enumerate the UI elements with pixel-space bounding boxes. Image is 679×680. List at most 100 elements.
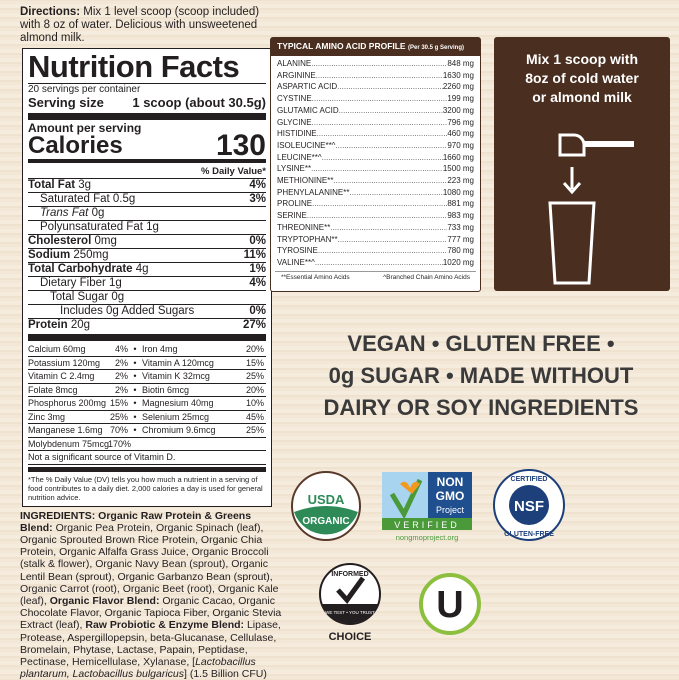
separator xyxy=(128,438,142,451)
amino-name: VALINE**^ xyxy=(277,257,315,269)
vitamin-dv: 2% xyxy=(108,384,128,397)
vitamin-dv: 25% xyxy=(240,370,264,383)
separator: • xyxy=(128,384,142,397)
vitamin-name: Vitamin C 2.4mg xyxy=(28,370,108,383)
nutrient-name: Polyunsaturated Fat 1g xyxy=(40,221,159,234)
nutrient-amount: 0g xyxy=(92,207,105,219)
leader-dots: ........................................… xyxy=(349,187,442,199)
scoop-glass-icon xyxy=(494,117,670,287)
leader-dots: ........................................… xyxy=(335,140,447,152)
amino-value: 1630 mg xyxy=(443,70,474,82)
amino-name: GLYCINE xyxy=(277,117,312,129)
leader-dots: ........................................… xyxy=(339,105,443,117)
leader-dots: ........................................… xyxy=(312,198,447,210)
vitamin-dv: 2% xyxy=(108,357,128,370)
svg-text:VERIFIED: VERIFIED xyxy=(394,520,460,530)
nutrient-label: Total Carbohydrate xyxy=(28,263,133,275)
footnote: *The % Daily Value (DV) tells you how mu… xyxy=(28,475,266,502)
amino-value: 1500 mg xyxy=(443,163,474,175)
nutrient-row: Total Sugar 0g xyxy=(28,291,266,305)
svg-text:INFORMED: INFORMED xyxy=(331,571,368,578)
leader-dots: ........................................… xyxy=(311,58,447,70)
directions: Directions: Mix 1 level scoop (scoop inc… xyxy=(20,6,282,45)
amino-row: CYSTINE.................................… xyxy=(271,93,480,105)
vitamin-dv: 20% xyxy=(240,343,264,356)
nutrient-label: Dietary Fiber xyxy=(40,277,106,289)
leader-dots: ........................................… xyxy=(317,128,448,140)
amino-value: 1080 mg xyxy=(443,187,474,199)
amino-row: TYROSINE................................… xyxy=(271,245,480,257)
amino-name: ISOLEUCINE**^ xyxy=(277,140,335,152)
leader-dots: ........................................… xyxy=(330,222,447,234)
vitamin-dv: 15% xyxy=(108,397,128,410)
nutrient-dv: 0% xyxy=(249,235,266,248)
vitamin-dv: 170% xyxy=(108,438,128,451)
amino-value: 2260 mg xyxy=(443,81,474,93)
amino-value: 881 mg xyxy=(447,198,474,210)
amino-notes: **Essential Amino Acids^Branched Chain A… xyxy=(275,271,476,283)
amino-row: THREONINE**.............................… xyxy=(271,222,480,234)
amino-value: 223 mg xyxy=(447,175,474,187)
servings-per-container: 20 servings per container xyxy=(28,84,266,95)
nutrient-row: Trans Fat 0g xyxy=(28,207,266,221)
dv-header: % Daily Value* xyxy=(28,165,266,179)
vitamin-name: Vitamin K 32mcg xyxy=(142,370,240,383)
amino-value: 848 mg xyxy=(447,58,474,70)
separator: • xyxy=(128,357,142,370)
vitamin-name: Iron 4mg xyxy=(142,343,240,356)
nutrient-label: Trans Fat xyxy=(40,207,88,219)
svg-text:nongmoproject.org: nongmoproject.org xyxy=(396,533,459,542)
amino-row: HISTIDINE...............................… xyxy=(271,128,480,140)
amino-name: SERINE xyxy=(277,210,307,222)
svg-text:Project: Project xyxy=(436,505,465,515)
vitamin-name: Molybdenum 75mcg xyxy=(28,438,108,451)
nutrient-name: Total Sugar 0g xyxy=(50,291,124,304)
nsf-gluten-free-logo: NSF CERTIFIED GLUTEN-FREE xyxy=(492,468,566,542)
divider xyxy=(28,334,266,341)
nutrient-amount: 20g xyxy=(71,319,90,331)
usda-organic-logo: USDA ORGANIC xyxy=(290,470,362,542)
amino-name: PHENYLALANINE** xyxy=(277,187,349,199)
nutrient-name: Protein 20g xyxy=(28,319,90,332)
nutrient-dv: 4% xyxy=(249,179,266,192)
vitamin-name: Calcium 60mg xyxy=(28,343,108,356)
amino-name: TRYPTOPHAN** xyxy=(277,234,338,246)
amino-row: GLYCINE.................................… xyxy=(271,117,480,129)
divider xyxy=(28,467,266,472)
amino-acid-profile: TYPICAL AMINO ACID PROFILE (Per 30.5 g S… xyxy=(270,37,481,292)
leader-dots: ........................................… xyxy=(315,257,443,269)
vitamin-name: Phosphorus 200mg xyxy=(28,397,108,410)
nutrient-dv: 0% xyxy=(249,305,266,318)
svg-text:GLUTEN-FREE: GLUTEN-FREE xyxy=(504,531,554,538)
separator: • xyxy=(128,397,142,410)
nutrient-name: Dietary Fiber 1g xyxy=(40,277,122,290)
leader-dots: ........................................… xyxy=(316,70,443,82)
divider xyxy=(28,113,266,120)
nutrient-label: Saturated Fat xyxy=(40,193,110,205)
amino-name: LEUCINE**^ xyxy=(277,152,322,164)
non-gmo-project-logo: NON GMO Project VERIFIED nongmoproject.o… xyxy=(380,470,474,542)
amino-value: 733 mg xyxy=(447,222,474,234)
amino-row: LEUCINE**^..............................… xyxy=(271,152,480,164)
amino-rows: ALANINE.................................… xyxy=(271,56,480,269)
vitamin-name: Selenium 25mcg xyxy=(142,411,240,424)
amino-value: 1660 mg xyxy=(443,152,474,164)
nutrient-name: Sodium 250mg xyxy=(28,249,109,262)
nutrient-amount: 1g xyxy=(146,221,159,233)
amino-row: SERINE..................................… xyxy=(271,210,480,222)
nutrition-facts-panel: Nutrition Facts 20 servings per containe… xyxy=(22,48,272,507)
separator: • xyxy=(128,424,142,437)
nutrition-title: Nutrition Facts xyxy=(28,51,266,84)
vitamin-name xyxy=(142,438,240,451)
amino-value: 3200 mg xyxy=(443,105,474,117)
